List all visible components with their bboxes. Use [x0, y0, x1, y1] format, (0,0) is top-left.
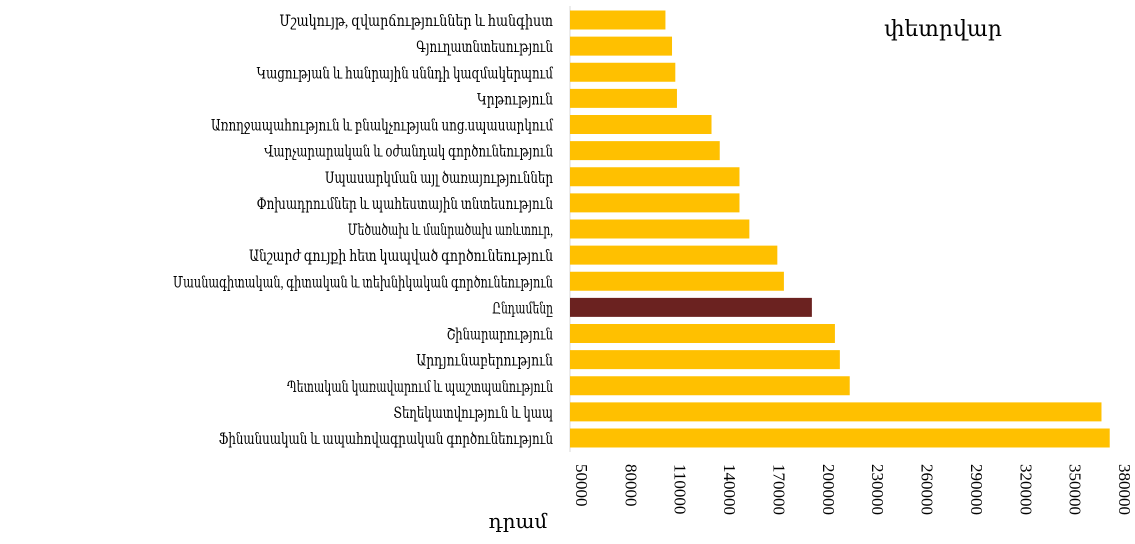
bar [570, 350, 840, 370]
category-label: Սպասարկման այլ ծառայություններ [325, 169, 553, 187]
bar [570, 428, 1110, 448]
category-label: Մշակույթ, զվարճություններ և հանգիստ [279, 13, 553, 30]
category-label: Կրթություն [477, 91, 553, 108]
bar [570, 141, 720, 161]
bar [570, 245, 778, 265]
x-tick-label: 320000 [1016, 464, 1035, 515]
x-tick-label: 110000 [671, 464, 690, 514]
category-label: Պետական կառավարում և պաշտպանություն [287, 379, 553, 396]
bars-group [570, 10, 1110, 448]
bar [570, 167, 740, 187]
category-label: Անշարժ գույքի հետ կապված գործունեություն [249, 247, 553, 265]
x-tick-label: 230000 [868, 464, 887, 515]
x-tick-label: 140000 [720, 464, 739, 515]
x-tick-label: 170000 [769, 464, 788, 515]
bar [570, 402, 1102, 422]
bar [570, 115, 712, 134]
category-label: Տեղեկատվություն և կապ [393, 405, 553, 422]
x-tick-label: 50000 [572, 464, 591, 507]
bar [570, 297, 812, 317]
bar [570, 376, 850, 396]
bar [570, 36, 673, 56]
category-label: Մասնագիտական, գիտական և տեխնիկական գործո… [173, 273, 553, 291]
bar [570, 324, 835, 343]
category-label: Կացության և հանրային սննդի կազմակերպում [257, 65, 554, 82]
category-label: Ֆինանսական և ապահովագրական գործունեությո… [219, 430, 553, 448]
bar [570, 88, 677, 108]
x-axis-label: դրամ [489, 511, 548, 533]
x-tick-label: 380000 [1115, 464, 1134, 515]
category-labels-group: Մշակույթ, զվարճություններ և հանգիստ Գյուղ… [173, 13, 554, 448]
x-tick-label: 290000 [967, 464, 986, 515]
x-tick-label: 260000 [918, 464, 937, 515]
category-label: Մեծածախ և մանրածախ առևտուր, [348, 221, 553, 239]
bar [570, 10, 666, 30]
category-label: Ընդամենը [492, 300, 553, 317]
bar [570, 271, 784, 291]
bar [570, 62, 676, 82]
x-tick-labels-group: 50000 80000 110000 140000 170000 200000 230000… [572, 464, 1134, 515]
x-tick-label: 350000 [1066, 464, 1085, 515]
category-label: Շինարարություն [447, 327, 553, 344]
category-label: Գյուղատնտեսություն [416, 39, 553, 56]
category-label: Փոխադրումներ և պահեստային տնտեսություն [257, 196, 553, 213]
category-label: Վարչարարական և օժանդակ գործունեություն [264, 143, 553, 161]
chart-title: փետրվար [884, 16, 1002, 41]
bar [570, 193, 740, 213]
x-tick-label: 80000 [621, 464, 640, 507]
x-tick-label: 200000 [819, 464, 838, 515]
category-label: Արդյունաբերություն [416, 353, 553, 370]
bar [570, 219, 750, 239]
category-label: Առողջապահություն և բնակչության սոց.սպասա… [211, 118, 554, 135]
